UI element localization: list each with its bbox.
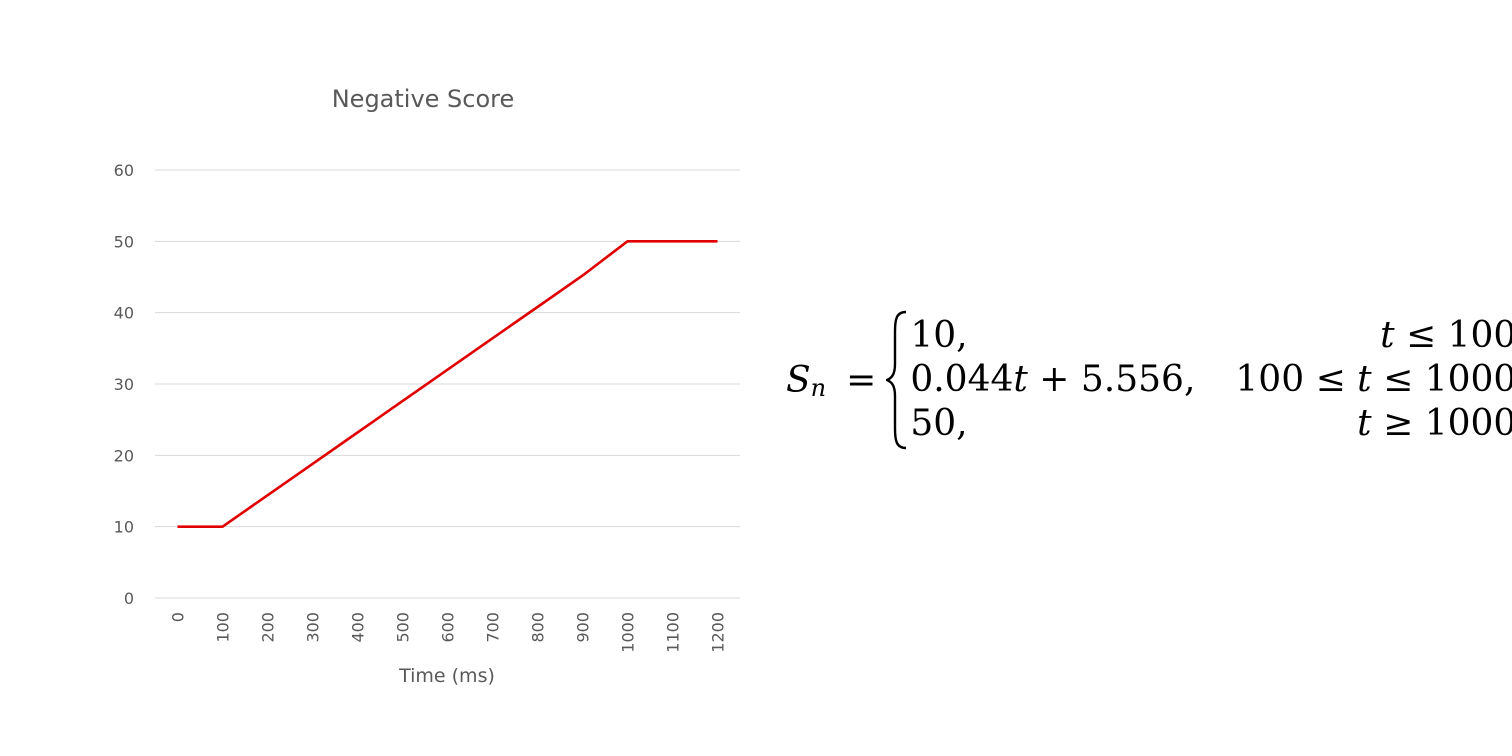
x-tick-label: 1000 — [619, 612, 638, 653]
line-chart: Negative Score 0 10 20 30 40 50 60 0 100 200 300 4… — [114, 85, 740, 687]
y-tick-label: 30 — [114, 375, 134, 394]
case-cond-1: t ≤ 100 — [1380, 315, 1512, 356]
y-tick-label: 10 — [114, 518, 134, 537]
formula-cases: 10, t ≤ 100 0.044t + 5.556, 100 ≤ t ≤ 10… — [910, 314, 1512, 446]
x-tick-label: 600 — [439, 612, 458, 643]
formula-equals: = — [846, 359, 877, 401]
x-tick-label: 200 — [259, 612, 278, 643]
formula-subscript: n — [810, 374, 827, 402]
x-tick-label: 500 — [394, 612, 413, 643]
x-tick-label: 300 — [304, 612, 323, 643]
y-tick-label: 20 — [114, 446, 134, 465]
y-tick-label: 50 — [114, 232, 134, 251]
formula-variable: S — [786, 359, 811, 401]
case-cond-3: t ≥ 1000 — [1357, 403, 1512, 444]
x-tick-label: 800 — [529, 612, 548, 643]
y-tick-label: 0 — [124, 589, 134, 608]
case-cond-2: 100 ≤ t ≤ 1000 — [1235, 359, 1512, 400]
x-tick-label: 900 — [574, 612, 593, 643]
case-expr-1: 10, — [910, 315, 968, 356]
x-axis-ticks: 0 100 200 300 400 500 600 700 800 900 1000 1100 1200 — [169, 612, 728, 653]
x-tick-label: 100 — [214, 612, 233, 643]
case-expr-3: 50, — [910, 403, 968, 444]
y-tick-label: 40 — [114, 304, 134, 323]
x-tick-label: 1100 — [664, 612, 683, 653]
x-tick-label: 0 — [169, 612, 188, 622]
x-tick-label: 1200 — [709, 612, 728, 653]
case-expr-2: 0.044t + 5.556, — [910, 359, 1196, 400]
x-tick-label: 400 — [349, 612, 368, 643]
y-axis-ticks: 0 10 20 30 40 50 60 — [114, 161, 134, 608]
series-layer — [177, 240, 718, 529]
gridlines — [155, 169, 740, 599]
y-tick-label: 60 — [114, 161, 134, 180]
left-brace-icon — [886, 310, 907, 450]
x-tick-label: 700 — [484, 612, 503, 643]
chart-title: Negative Score — [332, 85, 515, 113]
x-axis-label: Time (ms) — [398, 665, 495, 687]
